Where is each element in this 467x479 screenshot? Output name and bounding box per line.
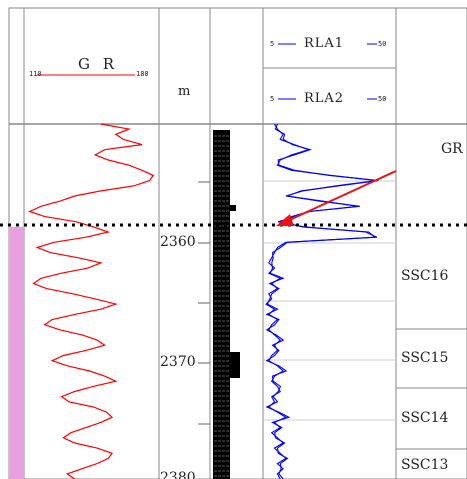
lithology-bump xyxy=(230,205,236,211)
depth-label-2360: 2360 xyxy=(160,234,196,250)
resistivity-gridlines xyxy=(263,180,396,421)
rla2-title: RLA2 xyxy=(304,91,345,106)
depth-label-2380: 2380 xyxy=(160,470,196,479)
depth-ticks xyxy=(198,181,210,425)
depth-label-2370: 2370 xyxy=(160,354,196,370)
lithology-column xyxy=(213,130,240,479)
zone-header-text: GR xyxy=(441,141,463,157)
rla1-scale-min: 5 xyxy=(270,40,275,48)
zone-label-ssc16: SSC16 xyxy=(401,268,449,284)
log-frame xyxy=(8,7,467,479)
zone-fill-bar xyxy=(10,227,24,479)
rla1-scale-max: 50 xyxy=(378,40,387,48)
lithology-bump xyxy=(228,352,240,378)
lithology-body xyxy=(213,130,230,479)
rla2-scale-max: 50 xyxy=(378,95,387,103)
zone-boundaries xyxy=(396,328,467,450)
gr-curve xyxy=(28,123,155,479)
rla2-curve xyxy=(265,123,379,479)
depth-unit-label: m xyxy=(178,84,191,99)
rla1-title: RLA1 xyxy=(304,36,345,51)
pointer-arrow-head xyxy=(276,214,294,226)
pointer-arrow xyxy=(282,170,397,224)
gr-scale-max: 180 xyxy=(136,70,149,78)
zone-label-ssc15: SSC15 xyxy=(401,350,449,366)
zone-label-ssc14: SSC14 xyxy=(401,410,449,426)
gr-track-title: G R xyxy=(78,55,119,73)
rla2-scale-min: 5 xyxy=(270,95,275,103)
gr-scale-min: 110 xyxy=(29,70,42,78)
zone-label-ssc13: SSC13 xyxy=(401,457,449,473)
